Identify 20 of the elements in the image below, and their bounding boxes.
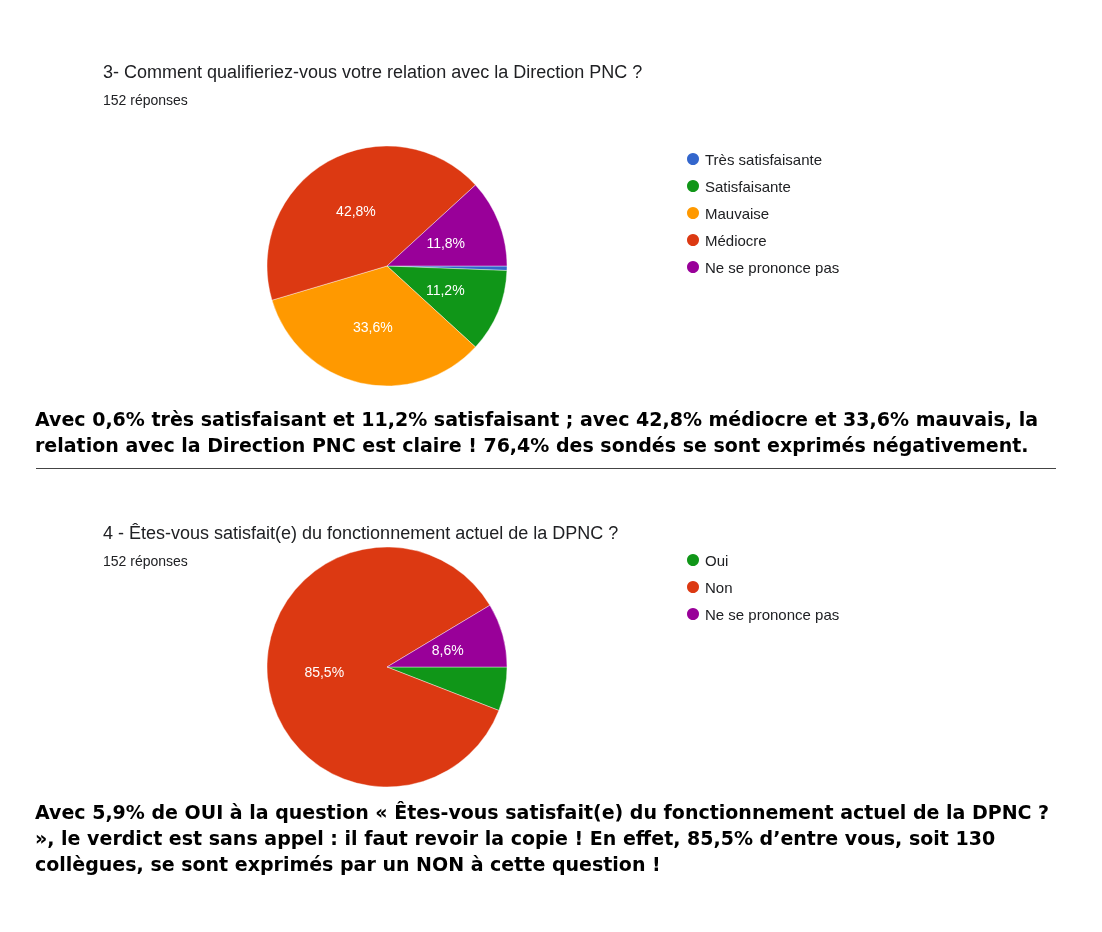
legend-label: Oui <box>705 551 729 569</box>
data-label: 8,6% <box>431 642 464 659</box>
data-label: 11,8% <box>426 235 466 252</box>
legend-label: Ne se prononce pas <box>705 258 840 276</box>
legend-label: Satisfaisante <box>705 177 791 195</box>
legend-label: Très satisfaisante <box>705 150 822 168</box>
data-label: 42,8% <box>336 203 376 220</box>
chart-title: 3- Comment qualifieriez-vous votre relation avec la Direction PNC ? <box>103 62 643 82</box>
text: 152 réponses <box>103 553 188 569</box>
text: Avec 5,9% de OUI à la question « Êtes-vous satisfait(e) du fonctionnement actuel de la DPNC ? », le verdict est sans appel : il faut revoir la copie ! En effet, 85,5% d’entre vous, soit 130 collègues, se sont exprimés par un NON à cette question ! <box>35 800 1051 877</box>
legend-label: Ne se prononce pas <box>705 605 840 623</box>
text: Avec 0,6% très satisfaisant et 11,2% satisfaisant ; avec 42,8% médiocre et 33,6% mauvais, la relation avec la Direction PNC est claire ! 76,4% des sondés se sont exprimés négativement. <box>35 407 1039 458</box>
data-label: 33,6% <box>353 319 393 336</box>
data-label: 11,2% <box>425 281 465 298</box>
chart-title: 4 - Êtes-vous satisfait(e) du fonctionnement actuel de la DPNC ? <box>103 523 619 543</box>
legend-label: Médiocre <box>705 231 767 249</box>
legend-label: Mauvaise <box>705 204 770 222</box>
legend-label: Non <box>705 578 733 596</box>
text: 152 réponses <box>103 92 188 108</box>
data-label: 85,5% <box>304 664 345 681</box>
